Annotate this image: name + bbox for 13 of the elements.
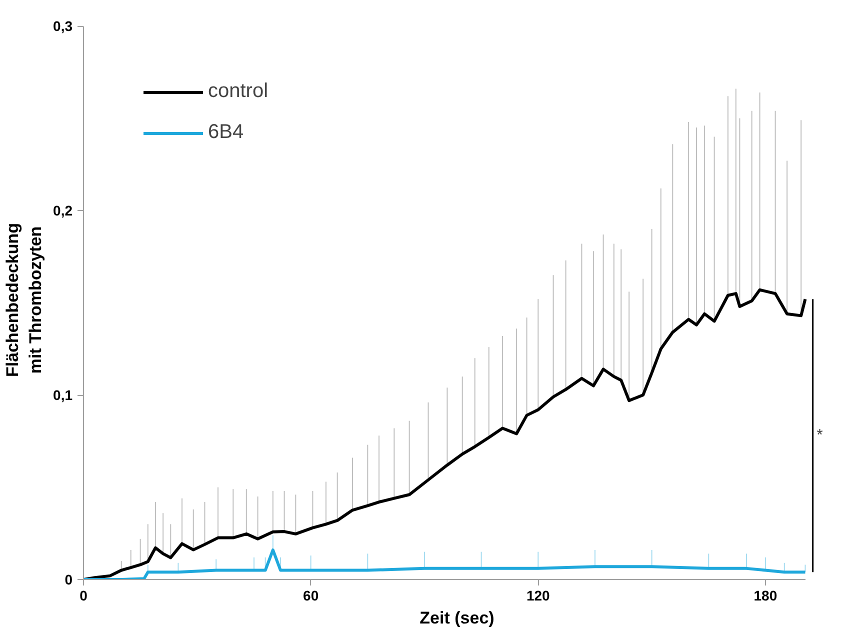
x-axis-title: Zeit (sec) <box>420 608 494 628</box>
legend-label: control <box>208 80 268 103</box>
x-tick-label: 60 <box>303 588 319 604</box>
legend-label: 6B4 <box>208 121 244 144</box>
x-tick-label: 120 <box>526 588 550 604</box>
y-tick-label: 0,2 <box>53 202 73 219</box>
x-tick-label: 180 <box>754 588 778 604</box>
y-tick-label: 0,1 <box>53 387 73 404</box>
text: * <box>816 427 823 444</box>
y-tick-label: 0,3 <box>53 18 73 34</box>
y-tick-label: 0 <box>64 572 73 588</box>
x-tick-label: 0 <box>80 588 88 604</box>
y-axis-title: Flächenbedeckung mit Thrombozyten <box>3 223 46 377</box>
